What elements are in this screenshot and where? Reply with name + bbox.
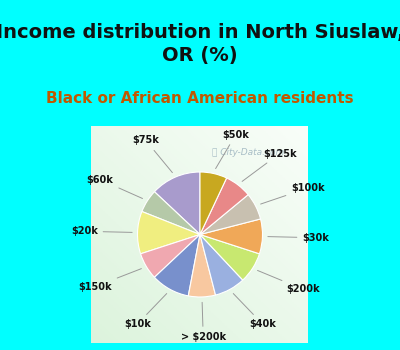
Wedge shape	[200, 195, 260, 235]
Wedge shape	[142, 192, 200, 234]
Wedge shape	[200, 172, 227, 234]
Wedge shape	[200, 219, 262, 254]
Wedge shape	[200, 234, 243, 295]
Text: $200k: $200k	[258, 271, 320, 294]
Wedge shape	[188, 234, 216, 297]
Text: $100k: $100k	[261, 183, 325, 204]
Text: $30k: $30k	[268, 233, 329, 243]
Text: $125k: $125k	[242, 148, 296, 181]
Text: Black or African American residents: Black or African American residents	[46, 91, 354, 106]
Wedge shape	[154, 234, 200, 296]
Text: $20k: $20k	[71, 226, 132, 236]
Text: > $200k: > $200k	[181, 302, 226, 342]
Wedge shape	[200, 234, 260, 280]
Wedge shape	[154, 172, 200, 234]
Text: $50k: $50k	[216, 130, 249, 169]
Wedge shape	[138, 211, 200, 254]
Text: $150k: $150k	[78, 269, 141, 292]
Text: $60k: $60k	[87, 175, 142, 198]
Text: Income distribution in North Siuslaw,
OR (%): Income distribution in North Siuslaw, OR…	[0, 23, 400, 65]
Wedge shape	[200, 178, 248, 235]
Text: $40k: $40k	[233, 294, 276, 329]
Text: $10k: $10k	[124, 294, 167, 329]
Text: $75k: $75k	[132, 135, 172, 173]
Text: ⓘ City-Data.com: ⓘ City-Data.com	[212, 148, 284, 156]
Wedge shape	[140, 234, 200, 277]
